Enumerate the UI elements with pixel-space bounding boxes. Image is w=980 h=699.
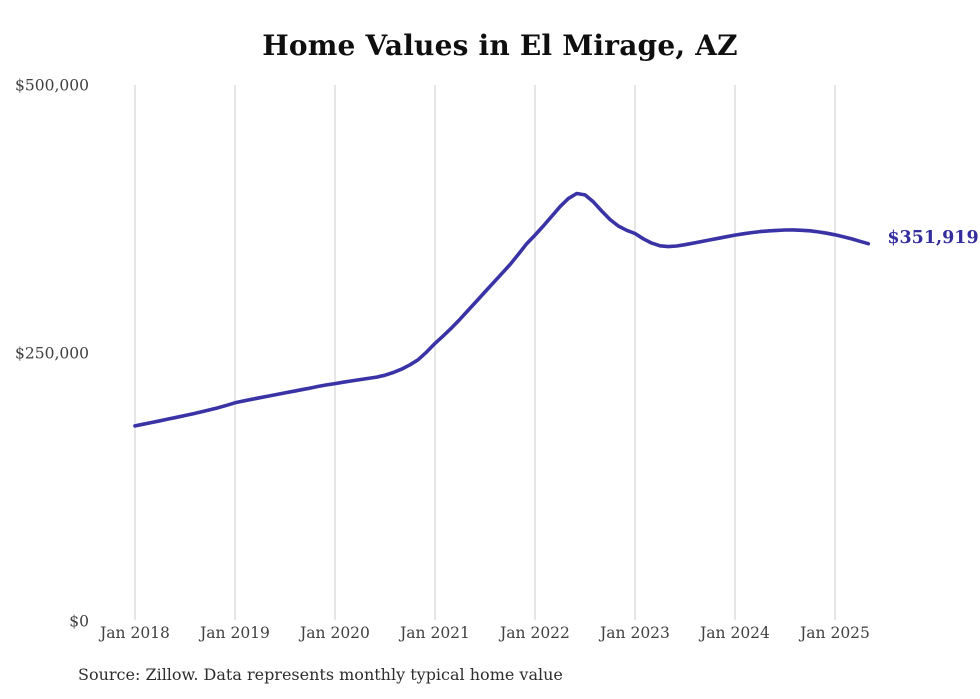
x-tick-label: Jan 2021 (398, 624, 470, 642)
y-tick-label: $500,000 (15, 77, 89, 95)
x-tick-label: Jan 2024 (698, 624, 770, 642)
x-tick-label: Jan 2025 (798, 624, 870, 642)
x-tick-label: Jan 2020 (298, 624, 370, 642)
latest-value-label: $351,919 (887, 227, 979, 248)
x-tick-label: Jan 2019 (198, 624, 270, 642)
home-value-line (133, 191, 871, 428)
x-tick-label: Jan 2023 (598, 624, 670, 642)
chart-title: Home Values in El Mirage, AZ (262, 29, 738, 62)
source-note: Source: Zillow. Data represents monthly … (78, 665, 563, 684)
x-tick-label: Jan 2018 (98, 624, 170, 642)
y-tick-label: $250,000 (15, 345, 89, 363)
y-tick-label: $0 (69, 613, 89, 631)
x-tick-label: Jan 2022 (498, 624, 570, 642)
